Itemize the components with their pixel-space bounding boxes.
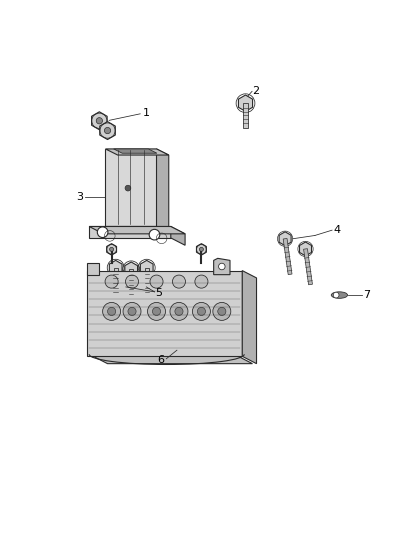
Circle shape [173, 275, 185, 288]
Circle shape [110, 247, 113, 252]
Polygon shape [243, 103, 247, 128]
Circle shape [128, 308, 136, 316]
Polygon shape [279, 232, 291, 246]
Circle shape [199, 247, 203, 252]
Polygon shape [87, 271, 242, 356]
Circle shape [104, 127, 111, 134]
Circle shape [219, 263, 225, 270]
Circle shape [213, 302, 231, 320]
Circle shape [148, 302, 166, 320]
Polygon shape [106, 149, 169, 155]
Circle shape [175, 308, 183, 316]
Text: 1: 1 [143, 108, 150, 118]
Circle shape [125, 185, 131, 191]
Polygon shape [238, 95, 253, 111]
Polygon shape [89, 227, 185, 234]
Polygon shape [89, 227, 171, 238]
Circle shape [103, 302, 120, 320]
Polygon shape [107, 244, 117, 255]
Polygon shape [171, 227, 185, 245]
Circle shape [149, 229, 160, 240]
Circle shape [97, 227, 108, 238]
Circle shape [218, 308, 226, 316]
Text: 5: 5 [155, 288, 162, 298]
Polygon shape [300, 242, 312, 256]
Polygon shape [100, 122, 115, 140]
Polygon shape [242, 271, 256, 364]
Polygon shape [157, 149, 169, 232]
Polygon shape [129, 269, 133, 300]
Circle shape [108, 308, 115, 316]
Polygon shape [87, 263, 99, 274]
Circle shape [197, 308, 206, 316]
Polygon shape [92, 112, 107, 130]
Polygon shape [145, 268, 148, 298]
Circle shape [125, 275, 139, 288]
Text: 3: 3 [76, 192, 83, 202]
Circle shape [105, 275, 118, 288]
Polygon shape [109, 261, 122, 275]
Polygon shape [214, 259, 230, 274]
Polygon shape [106, 149, 157, 227]
Circle shape [123, 302, 141, 320]
Polygon shape [114, 149, 157, 153]
Text: 4: 4 [333, 225, 340, 235]
Polygon shape [304, 249, 312, 285]
Text: 7: 7 [364, 290, 371, 300]
Circle shape [152, 308, 161, 316]
Polygon shape [125, 262, 138, 277]
Text: 2: 2 [252, 86, 259, 95]
Circle shape [96, 118, 102, 124]
Circle shape [333, 292, 339, 298]
Circle shape [150, 275, 163, 288]
Circle shape [170, 302, 188, 320]
Polygon shape [93, 356, 252, 364]
Circle shape [195, 275, 208, 288]
Polygon shape [283, 238, 292, 274]
Text: 6: 6 [157, 354, 164, 365]
Polygon shape [140, 261, 153, 275]
Polygon shape [114, 268, 118, 298]
Polygon shape [196, 244, 206, 255]
Ellipse shape [331, 292, 348, 298]
Circle shape [192, 302, 210, 320]
